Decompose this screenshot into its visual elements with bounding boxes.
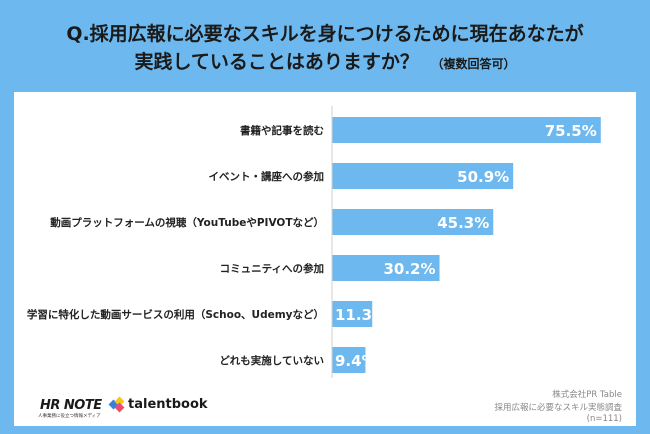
bar-5 <box>332 347 366 373</box>
category-label-4: 学習に特化した動画サービスの利用（Schoo、Udemyなど） <box>27 308 324 321</box>
value-label-2: 45.3% <box>437 214 489 232</box>
talentbook-mark-icon <box>108 396 125 412</box>
hrnote-logo-sub: 人事業務に役立つ情報メディア <box>38 414 101 419</box>
category-label-2: 動画プラットフォームの視聴（YouTubeやPIVOTなど） <box>50 216 324 229</box>
title-line2-wrap: 実践していることはありますか？ （複数回答可） <box>0 48 650 78</box>
category-label-0: 書籍や記事を読む <box>240 124 324 137</box>
title-line2: 実践していることはありますか？ <box>134 51 419 73</box>
source-sample: (n=111) <box>586 414 622 424</box>
value-label-0: 75.5% <box>545 122 597 140</box>
value-label-4: 11.3 <box>335 306 372 324</box>
hrnote-logo: HR NOTE <box>40 398 102 413</box>
value-label-5: 9.4% <box>335 352 377 370</box>
bar-3 <box>332 255 440 281</box>
title-line1: Q.採用広報に必要なスキルを身につけるために現在あなたが <box>66 23 584 45</box>
bar-4 <box>332 301 373 327</box>
title-note: （複数回答可） <box>431 57 516 71</box>
chart-panel: 書籍や記事を読む 75.5% イベント・講座への参加 50.9% 動画プラットフォームの… <box>14 92 636 426</box>
category-label-5: どれも実施していない <box>219 354 324 367</box>
value-label-1: 50.9% <box>457 168 509 186</box>
bar-chart: 書籍や記事を読む 75.5% イベント・講座への参加 50.9% 動画プラットフォームの… <box>27 106 601 378</box>
bar-0 <box>332 117 601 143</box>
talentbook-logo: talentbook <box>108 396 208 412</box>
talentbook-name: talentbook <box>128 397 208 412</box>
category-label-3: コミュニティへの参加 <box>220 262 324 275</box>
value-label-3: 30.2% <box>383 260 435 278</box>
question-title: Q.採用広報に必要なスキルを身につけるために現在あなたが 実践していることはあり… <box>0 20 650 78</box>
bar-2 <box>332 209 494 235</box>
source-company: 株式会社PR Table <box>552 390 622 400</box>
category-label-1: イベント・講座への参加 <box>209 170 325 183</box>
bar-1 <box>332 163 514 189</box>
source-survey: 採用広報に必要なスキル実態調査 <box>494 403 622 413</box>
